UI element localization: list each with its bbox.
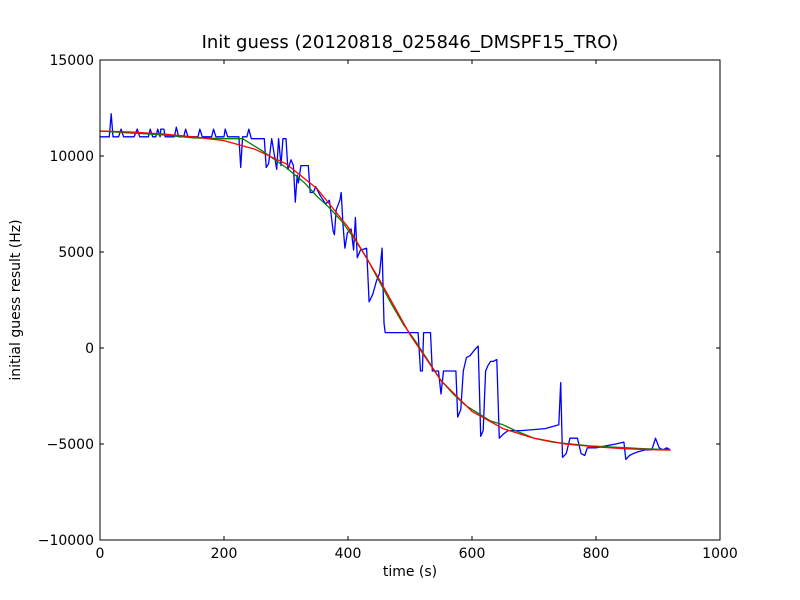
x-tick-label: 800 [583, 546, 610, 562]
y-tick-label: 10000 [49, 149, 94, 165]
x-axis-label: time (s) [383, 564, 437, 580]
series-line-0 [100, 113, 671, 461]
y-tick-label: −10000 [38, 533, 94, 549]
chart-title: Init guess (20120818_025846_DMSPF15_TRO) [202, 32, 619, 53]
y-tick-label: 5000 [58, 245, 94, 261]
y-tick-label: −5000 [47, 437, 94, 453]
y-axis-label: initial guess result (Hz) [8, 219, 24, 380]
x-tick-label: 200 [211, 546, 238, 562]
x-tick-label: 400 [335, 546, 362, 562]
plot-frame [99, 59, 721, 541]
x-tick-label: 0 [96, 546, 105, 562]
y-tick-label: 15000 [49, 53, 94, 69]
x-tick-label: 1000 [702, 546, 738, 562]
x-tick-label: 600 [459, 546, 486, 562]
plot-area [99, 113, 671, 461]
series-line-2 [99, 130, 671, 451]
y-tick-label: 0 [85, 341, 94, 357]
axis-ticks: 0 200 400 600 800 1000 −10000 −5000 0 5000 10000 15… [38, 53, 738, 562]
